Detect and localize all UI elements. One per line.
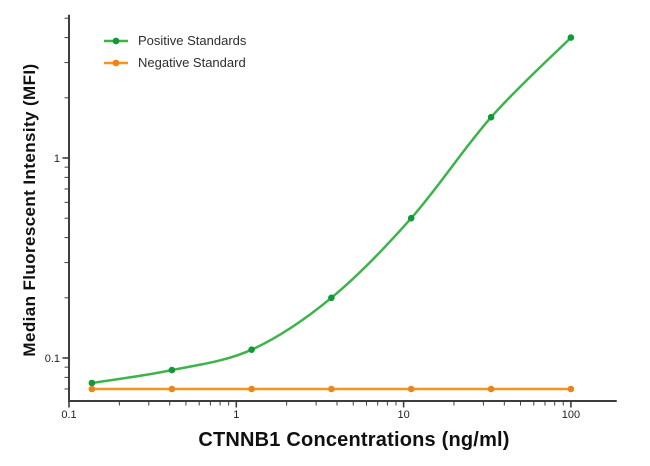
data-point-positive: [248, 346, 255, 354]
data-point-positive: [407, 214, 415, 222]
data-point-positive: [88, 379, 96, 387]
y-tick-label: 0.1: [45, 353, 60, 365]
y-tick-label: 1: [54, 153, 60, 165]
x-tick-label: 1: [233, 409, 239, 421]
data-point-positive: [567, 34, 575, 41]
legend-label-positive: Positive Standards: [138, 33, 247, 48]
legend-item-positive: Positive Standards: [103, 34, 246, 48]
data-point-negative: [567, 385, 575, 393]
y-axis-title: Median Fluorescent Intensity (MFI): [20, 63, 39, 357]
data-point-negative: [328, 385, 335, 393]
series-line-positive: [90, 36, 573, 385]
x-tick-label: 10: [397, 409, 409, 421]
data-point-negative: [487, 385, 495, 393]
axes-spines: [68, 14, 617, 402]
legend-marker-negative-icon: [104, 59, 128, 67]
legend-label-negative: Negative Standard: [138, 55, 246, 70]
legend-marker-positive-icon: [104, 37, 128, 45]
x-tick-label: 0.1: [61, 409, 76, 421]
legend-item-negative: Negative Standard: [103, 56, 246, 70]
data-point-negative: [248, 385, 255, 393]
x-tick-label: 100: [562, 409, 580, 421]
data-point-positive: [487, 113, 495, 121]
data-point-negative: [407, 385, 415, 393]
data-point-positive: [328, 294, 335, 302]
x-axis-title: CTNNB1 Concentrations (ng/ml): [198, 429, 510, 451]
data-point-negative: [168, 385, 176, 393]
data-point-positive: [168, 366, 176, 374]
legend: Positive Standards Negative Standard: [103, 34, 246, 70]
data-point-negative: [88, 385, 96, 393]
